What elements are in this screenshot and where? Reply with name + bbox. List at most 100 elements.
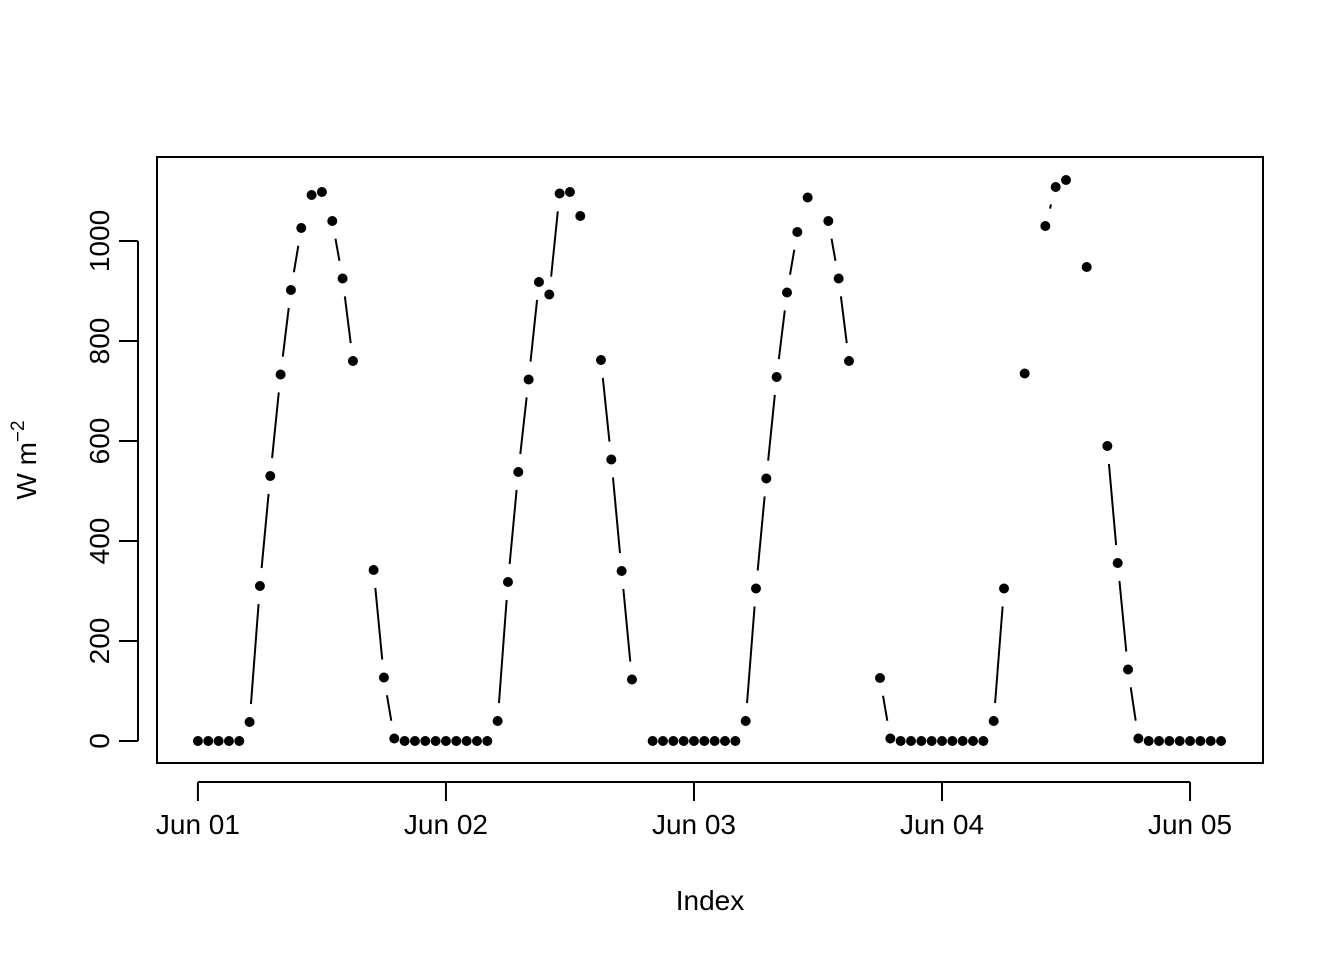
line-segment bbox=[1129, 687, 1137, 721]
line-segment bbox=[767, 394, 776, 461]
data-point bbox=[1102, 441, 1113, 451]
data-point bbox=[968, 736, 979, 746]
data-point bbox=[843, 356, 854, 366]
data-point bbox=[709, 736, 720, 746]
y-tick-label: 200 bbox=[84, 618, 115, 665]
line-segment bbox=[789, 249, 796, 275]
data-point bbox=[1205, 736, 1216, 746]
data-point bbox=[1061, 175, 1072, 185]
data-point bbox=[1174, 736, 1185, 746]
y-tick-label: 0 bbox=[84, 733, 115, 749]
data-point bbox=[916, 736, 927, 746]
line-segment bbox=[292, 245, 300, 273]
data-point bbox=[409, 736, 420, 746]
data-point bbox=[327, 216, 338, 226]
data-point bbox=[1143, 736, 1154, 746]
data-point bbox=[740, 716, 751, 726]
data-point bbox=[978, 736, 989, 746]
line-segment bbox=[611, 477, 621, 554]
data-point bbox=[616, 566, 627, 576]
line-segment bbox=[1118, 580, 1128, 652]
data-point bbox=[699, 736, 710, 746]
data-point bbox=[347, 356, 358, 366]
data-point bbox=[544, 289, 555, 300]
data-point bbox=[937, 736, 948, 746]
data-point bbox=[1195, 736, 1206, 746]
line-segment bbox=[519, 397, 528, 455]
data-point bbox=[502, 577, 513, 587]
data-point bbox=[750, 583, 761, 594]
y-axis-label: W m−2 bbox=[8, 420, 42, 499]
line-segment bbox=[529, 299, 539, 362]
data-point bbox=[906, 736, 917, 746]
x-tick-label: Jun 04 bbox=[900, 809, 984, 840]
data-point bbox=[554, 188, 565, 199]
data-point bbox=[999, 583, 1010, 594]
data-point bbox=[678, 736, 689, 746]
data-point bbox=[1040, 221, 1051, 231]
data-point bbox=[440, 736, 451, 746]
data-point bbox=[1154, 736, 1165, 746]
data-point bbox=[564, 187, 575, 197]
line-segment bbox=[550, 211, 559, 277]
data-point bbox=[378, 672, 389, 683]
data-point bbox=[265, 471, 276, 481]
data-point bbox=[451, 736, 462, 746]
data-point bbox=[1164, 736, 1175, 746]
data-point bbox=[688, 736, 699, 746]
line-segment bbox=[622, 588, 632, 662]
data-point bbox=[1112, 558, 1123, 568]
y-tick-label: 400 bbox=[84, 518, 115, 565]
line-segment bbox=[777, 310, 786, 360]
data-point bbox=[1133, 733, 1144, 744]
line-segment bbox=[281, 307, 290, 357]
data-point bbox=[389, 733, 400, 744]
data-point bbox=[823, 216, 834, 226]
data-point bbox=[730, 736, 741, 746]
line-segment bbox=[746, 606, 756, 704]
data-point bbox=[234, 736, 245, 746]
data-point bbox=[626, 674, 637, 685]
data-point bbox=[316, 187, 327, 197]
data-point bbox=[399, 736, 410, 746]
x-tick-label: Jun 03 bbox=[652, 809, 736, 840]
line-segment bbox=[830, 238, 837, 261]
line-segment bbox=[882, 695, 889, 721]
data-point bbox=[1019, 368, 1030, 379]
data-point bbox=[461, 736, 472, 746]
line-segment bbox=[497, 599, 508, 704]
data-point bbox=[420, 736, 431, 746]
line-segment bbox=[601, 377, 611, 442]
data-point bbox=[833, 273, 844, 284]
data-point bbox=[213, 736, 224, 746]
y-tick-label: 1000 bbox=[84, 210, 115, 272]
data-point bbox=[1050, 182, 1061, 192]
data-point bbox=[792, 227, 803, 237]
data-point bbox=[513, 467, 524, 477]
data-point bbox=[668, 736, 679, 746]
data-point bbox=[1216, 736, 1227, 746]
data-point bbox=[781, 287, 792, 298]
data-point bbox=[595, 355, 606, 365]
data-point bbox=[895, 736, 906, 746]
line-segment bbox=[249, 603, 260, 705]
data-point bbox=[1123, 664, 1134, 675]
data-point bbox=[368, 565, 379, 575]
x-tick-label: Jun 01 bbox=[156, 809, 240, 840]
line-segment bbox=[385, 695, 393, 721]
x-tick-label: Jun 05 bbox=[1148, 809, 1232, 840]
data-point bbox=[192, 736, 203, 746]
data-point bbox=[533, 277, 544, 287]
line-segment bbox=[994, 606, 1004, 704]
data-point bbox=[482, 736, 493, 746]
line-segment bbox=[508, 489, 518, 565]
y-tick-label: 600 bbox=[84, 418, 115, 465]
x-axis-label: Index bbox=[676, 885, 745, 916]
data-point bbox=[306, 190, 317, 200]
x-tick-label: Jun 02 bbox=[404, 809, 488, 840]
data-point bbox=[926, 736, 937, 746]
line-segment bbox=[839, 296, 848, 344]
data-point bbox=[223, 736, 234, 746]
line-segment bbox=[343, 296, 352, 344]
